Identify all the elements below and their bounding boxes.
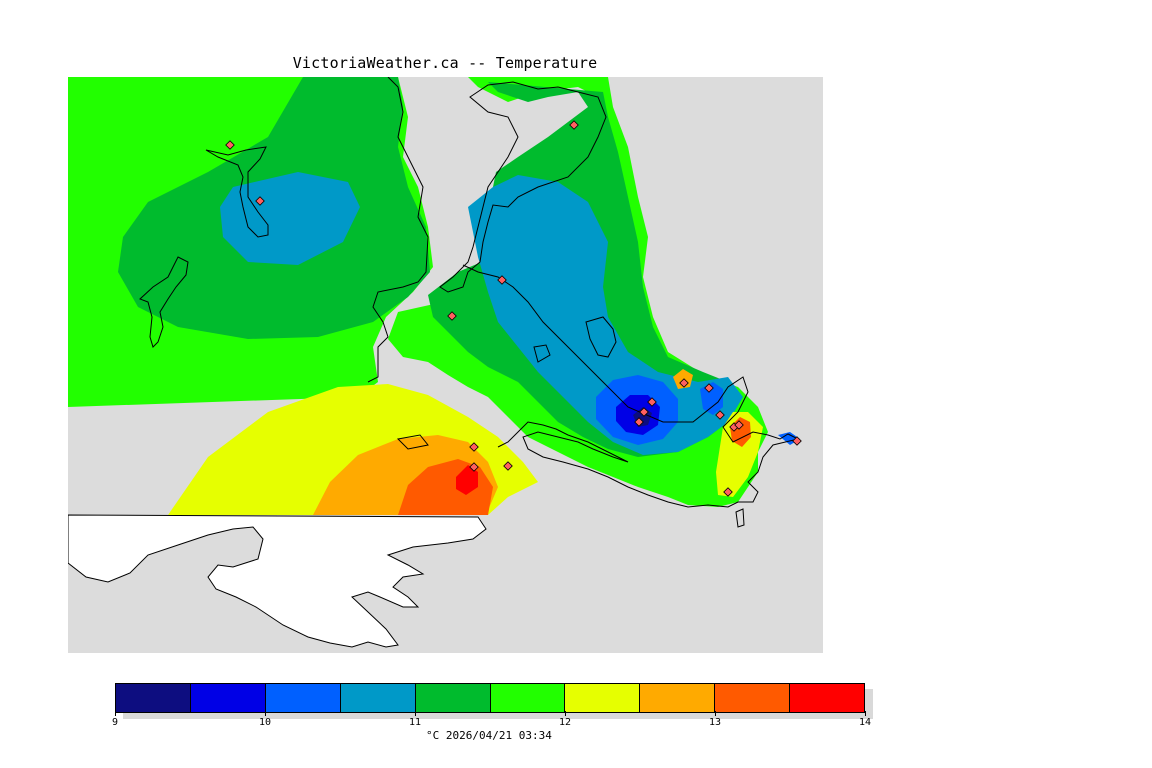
coastline-small-island-3 — [396, 434, 429, 450]
legend-swatch — [340, 684, 416, 712]
legend-tick-mark — [865, 711, 866, 716]
legend-caption: °C 2026/04/21 03:34 — [426, 729, 552, 742]
station-marker[interactable] — [503, 461, 513, 471]
zone-east-orange-spot — [673, 369, 693, 389]
station-markers — [225, 120, 802, 497]
legend-swatch — [715, 684, 791, 712]
zone-east-blue — [468, 175, 743, 455]
coastline-small-island-1 — [585, 316, 617, 358]
coastline-island-southwest — [139, 256, 189, 348]
legend-tick-mark — [415, 711, 416, 716]
legend-tick-label: 11 — [408, 717, 422, 728]
legend-swatch — [490, 684, 566, 712]
coastline-island-west — [205, 146, 269, 238]
legend-tick-label: 10 — [258, 717, 272, 728]
station-marker[interactable] — [255, 196, 265, 206]
station-marker[interactable] — [679, 378, 689, 388]
coastline-small-island-2 — [533, 344, 551, 363]
legend-tick-label: 9 — [111, 717, 119, 728]
zone-sw-red — [456, 465, 478, 495]
coastline-peninsula-north — [439, 81, 607, 293]
station-marker[interactable] — [634, 417, 644, 427]
station-marker[interactable] — [734, 420, 744, 430]
station-marker[interactable] — [792, 436, 802, 446]
station-marker[interactable] — [225, 140, 235, 150]
legend-tick-label: 14 — [858, 717, 872, 728]
legend-swatch — [116, 684, 191, 712]
nodata-region — [68, 514, 487, 648]
legend-swatch — [790, 684, 865, 712]
zone-east-blue-small — [700, 382, 723, 415]
legend-bar — [115, 683, 865, 713]
legend-swatch — [415, 684, 491, 712]
station-marker[interactable] — [704, 383, 714, 393]
temperature-map — [68, 77, 823, 653]
color-legend — [115, 683, 873, 719]
legend-tick-mark — [265, 711, 266, 716]
station-marker[interactable] — [715, 410, 725, 420]
legend-tick-mark — [565, 711, 566, 716]
legend-swatch — [640, 684, 716, 712]
legend-tick-label: 13 — [708, 717, 722, 728]
station-marker[interactable] — [469, 462, 479, 472]
station-marker[interactable] — [469, 442, 479, 452]
legend-tick-mark — [115, 711, 116, 716]
legend-tick-label: 12 — [558, 717, 572, 728]
legend-swatch — [565, 684, 641, 712]
station-marker[interactable] — [497, 275, 507, 285]
legend-tick-mark — [715, 711, 716, 716]
station-marker[interactable] — [569, 120, 579, 130]
legend-swatch — [265, 684, 341, 712]
coastline-mainland-west — [367, 77, 429, 383]
coastline-small-island-4 — [735, 508, 745, 528]
station-marker[interactable] — [639, 407, 649, 417]
coastline-saanich — [462, 264, 800, 508]
station-marker[interactable] — [723, 487, 733, 497]
legend-swatch — [190, 684, 266, 712]
zone-west-blue — [220, 172, 360, 265]
station-marker[interactable] — [647, 397, 657, 407]
map-title: VictoriaWeather.ca -- Temperature — [292, 54, 598, 72]
station-marker[interactable] — [447, 311, 457, 321]
